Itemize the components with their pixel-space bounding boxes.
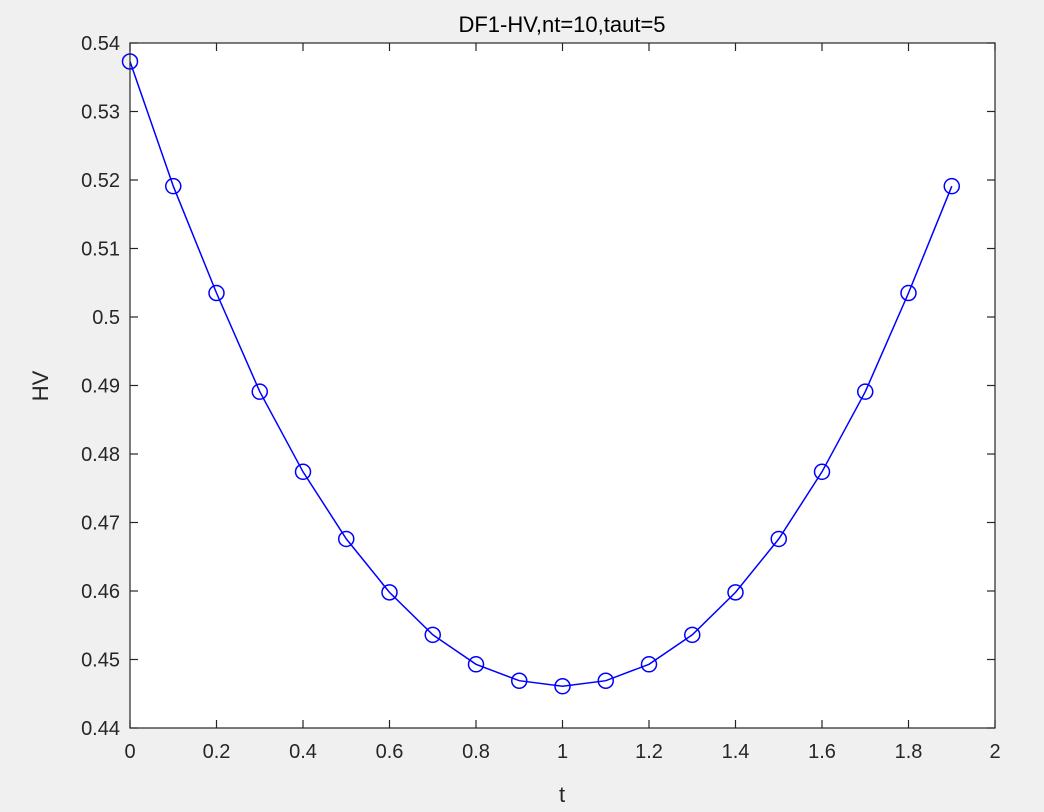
- series-line: [129, 61, 953, 687]
- data-point-marker: [294, 463, 312, 481]
- x-tick-label: 1.2: [635, 741, 663, 763]
- x-tick-label: 1.6: [808, 741, 836, 763]
- x-tick-label: 1.4: [722, 741, 750, 763]
- data-point-marker: [770, 530, 787, 548]
- x-tick-label: 0.4: [289, 741, 317, 763]
- data-point-marker: [727, 584, 744, 601]
- data-point-marker: [511, 672, 528, 689]
- data-point-marker: [640, 656, 658, 673]
- x-tick-label: 1: [557, 741, 568, 763]
- y-tick-label: 0.44: [81, 718, 120, 740]
- y-tick-label: 0.53: [81, 102, 120, 124]
- y-tick-label: 0.47: [81, 513, 120, 535]
- data-point-marker: [381, 584, 398, 601]
- data-point-marker: [813, 463, 831, 481]
- tick-labels: 0 0.2 0.4 0.6 0.8 1 1.2 1.4 1.6 1.8 2 0.44 0.45 0.46 0…: [81, 33, 1001, 763]
- data-point-marker: [900, 284, 917, 302]
- y-tick-label: 0.45: [81, 650, 120, 672]
- y-tick-label: 0.5: [92, 307, 120, 329]
- data-point-marker: [597, 672, 614, 689]
- data-point-marker: [554, 677, 571, 695]
- series-layer: [121, 53, 960, 695]
- data-point-marker: [251, 383, 268, 400]
- data-point-marker: [943, 177, 960, 195]
- axes-background: [130, 43, 995, 728]
- x-axis-label: t: [559, 782, 565, 807]
- data-point-marker: [857, 383, 874, 400]
- data-point-marker: [338, 530, 355, 548]
- x-tick-label: 1.8: [895, 741, 923, 763]
- x-tick-label: 0.8: [462, 741, 490, 763]
- y-tick-label: 0.54: [81, 33, 120, 55]
- data-point-marker: [467, 656, 485, 673]
- y-axis-label: HV: [28, 370, 53, 401]
- y-tick-label: 0.48: [81, 444, 120, 466]
- data-point-marker: [208, 284, 225, 302]
- x-tick-label: 2: [989, 741, 1000, 763]
- x-tick-label: 0.2: [203, 741, 231, 763]
- axes-box: [129, 42, 996, 729]
- y-tick-label: 0.52: [81, 170, 120, 192]
- y-tick-label: 0.51: [81, 239, 120, 261]
- x-tick-label: 0: [124, 741, 135, 763]
- data-point-marker: [165, 177, 182, 195]
- data-point-marker: [684, 626, 701, 644]
- y-tick-label: 0.49: [81, 376, 120, 398]
- y-tick-label: 0.46: [81, 581, 120, 603]
- chart-title: DF1-HV,nt=10,taut=5: [458, 12, 665, 37]
- data-point-marker: [424, 626, 441, 644]
- x-tick-label: 0.6: [376, 741, 404, 763]
